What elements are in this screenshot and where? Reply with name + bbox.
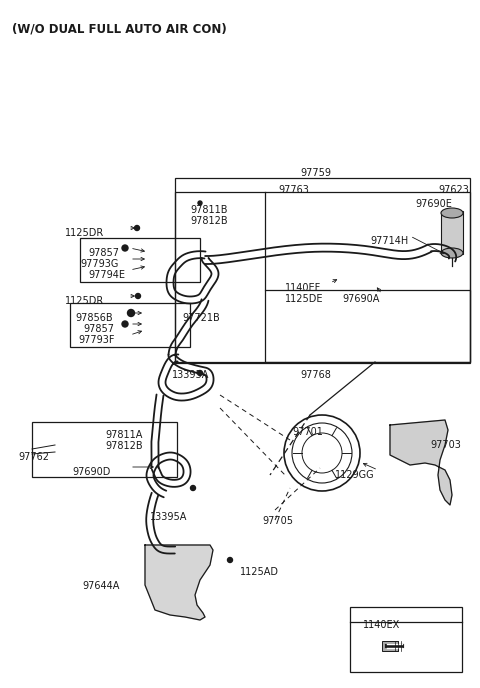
Text: 97703: 97703: [430, 440, 461, 450]
Bar: [441, 211, 463, 254]
Ellipse shape: [441, 208, 463, 218]
Polygon shape: [145, 545, 213, 620]
Text: 1125DE: 1125DE: [285, 294, 324, 304]
Circle shape: [122, 321, 128, 327]
Bar: [175, 178, 470, 363]
Text: 97793F: 97793F: [78, 335, 115, 345]
Bar: [382, 641, 398, 651]
Circle shape: [197, 371, 203, 376]
Text: 97623: 97623: [438, 185, 469, 195]
Text: 97857: 97857: [88, 248, 119, 258]
Text: 13395A: 13395A: [172, 370, 209, 380]
Text: 13395A: 13395A: [150, 512, 187, 522]
Text: 97812B: 97812B: [190, 216, 228, 226]
Circle shape: [135, 294, 141, 299]
Text: 97759: 97759: [300, 168, 331, 178]
Bar: [32, 422, 177, 477]
Text: 1129GG: 1129GG: [335, 470, 374, 480]
Text: 97811B: 97811B: [190, 205, 228, 215]
Text: 1140EX: 1140EX: [363, 620, 400, 630]
Text: 97690D: 97690D: [72, 467, 110, 477]
Text: 97857: 97857: [83, 324, 114, 334]
Ellipse shape: [441, 248, 463, 258]
Text: 97812B: 97812B: [105, 441, 143, 451]
Circle shape: [191, 486, 195, 491]
Text: 1125DR: 1125DR: [65, 228, 104, 238]
Circle shape: [128, 310, 134, 316]
Circle shape: [122, 245, 128, 251]
Text: 1125AD: 1125AD: [240, 567, 279, 577]
Text: 97701: 97701: [292, 427, 323, 437]
Text: 1140EF: 1140EF: [285, 283, 321, 293]
Text: 97856B: 97856B: [75, 313, 113, 323]
Text: (W/O DUAL FULL AUTO AIR CON): (W/O DUAL FULL AUTO AIR CON): [12, 22, 227, 35]
Text: 97793G: 97793G: [80, 259, 119, 269]
Text: 97721B: 97721B: [182, 313, 220, 323]
Bar: [70, 303, 190, 347]
Text: 97763: 97763: [278, 185, 309, 195]
Text: 97768: 97768: [300, 370, 331, 380]
Circle shape: [134, 226, 140, 230]
Text: 97644A: 97644A: [82, 581, 120, 591]
Text: 97705: 97705: [262, 516, 293, 526]
Bar: [265, 290, 470, 362]
Circle shape: [228, 557, 232, 563]
Text: 1125DR: 1125DR: [65, 296, 104, 306]
Text: 97794E: 97794E: [88, 270, 125, 280]
Text: 97690E: 97690E: [415, 199, 452, 209]
Circle shape: [198, 201, 202, 205]
Text: 97762: 97762: [18, 452, 49, 462]
Text: 97714H: 97714H: [370, 236, 408, 246]
Text: 97811A: 97811A: [105, 430, 143, 440]
Bar: [80, 238, 200, 282]
Bar: [175, 192, 470, 362]
Text: 97690A: 97690A: [342, 294, 379, 304]
Bar: [350, 607, 462, 672]
Polygon shape: [390, 420, 452, 505]
